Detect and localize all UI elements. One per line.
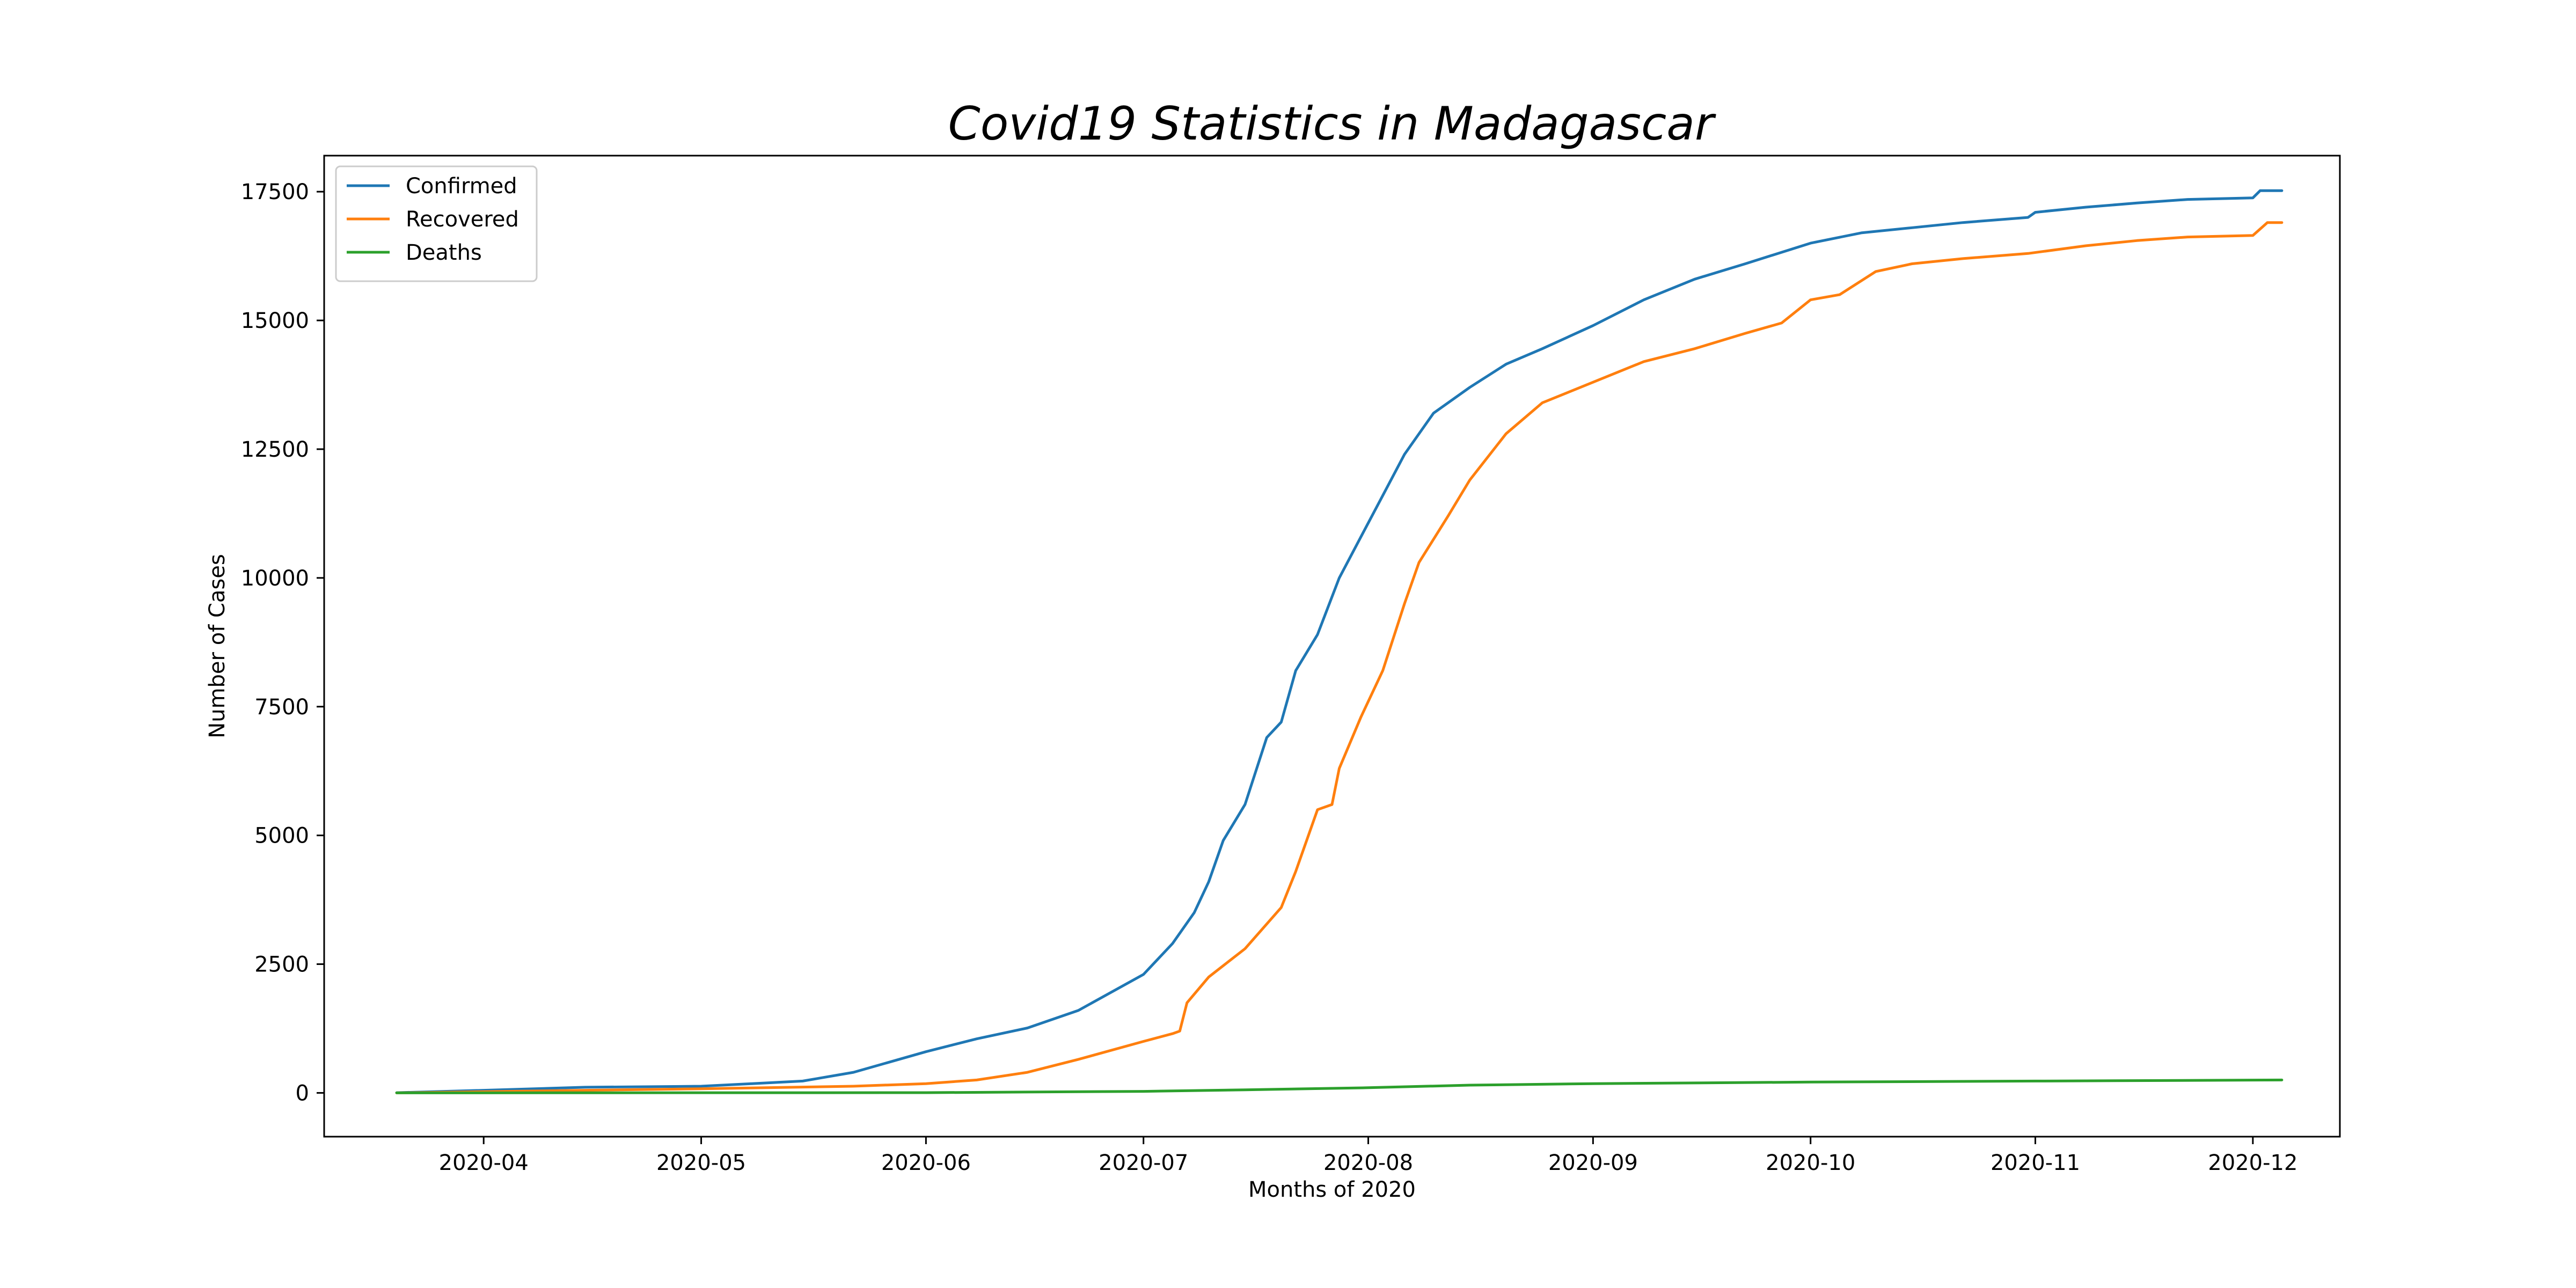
chart-title: Covid19 Statistics in Madagascar [948,97,1716,151]
plot-frame [323,155,2341,1138]
legend: Confirmed Recovered Deaths [335,165,538,282]
y-tick-label: 7500 [254,695,309,720]
x-tick-label: 2020-12 [2208,1151,2297,1175]
legend-label-deaths: Deaths [406,240,482,265]
y-tick-label: 15000 [241,309,309,333]
y-tick-label: 2500 [254,953,309,977]
x-tick-label: 2020-07 [1099,1151,1188,1175]
plot-area [395,189,2284,1094]
series-line-deaths [395,1078,2284,1094]
legend-label-recovered: Recovered [406,207,519,232]
legend-label-confirmed: Confirmed [406,174,517,199]
x-tick-label: 2020-10 [1766,1151,1855,1175]
y-tick-label: 0 [296,1081,309,1106]
x-axis-label: Months of 2020 [1248,1177,1416,1202]
y-tick-label: 10000 [241,566,309,591]
x-tick-label: 2020-08 [1323,1151,1413,1175]
y-axis-label: Number of Cases [205,554,230,738]
y-axis: 0 2500 5000 7500 10000 12500 15000 17500 [241,180,324,1106]
x-axis: 2020-04 2020-05 2020-06 2020-07 2020-08 2020-… [439,1137,2297,1175]
x-tick-label: 2020-04 [439,1151,529,1175]
y-tick-label: 12500 [241,437,309,462]
x-tick-label: 2020-06 [881,1151,971,1175]
x-tick-label: 2020-09 [1548,1151,1638,1175]
series-line-recovered [395,221,2284,1094]
y-tick-label: 17500 [241,180,309,204]
y-tick-label: 5000 [254,824,309,848]
x-tick-label: 2020-05 [656,1151,746,1175]
x-tick-label: 2020-11 [1990,1151,2080,1175]
series-line-confirmed [395,189,2284,1094]
